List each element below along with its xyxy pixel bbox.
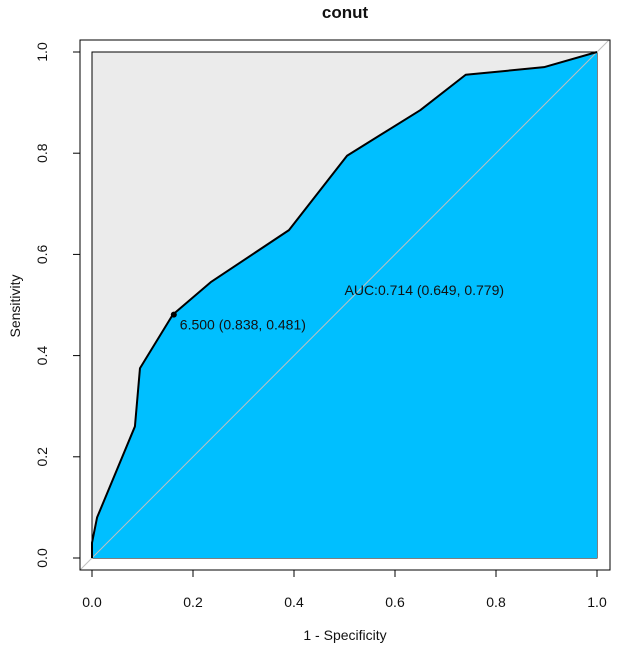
x-tick-label: 0.0 (82, 594, 102, 610)
plot-area: 0.0 0.2 0.4 0.6 0.8 1.0 0.0 0.2 0.4 0.6 0.8 1.0 (34, 39, 611, 610)
y-tick-label: 0.0 (34, 548, 50, 568)
y-tick-label: 0.6 (34, 244, 50, 264)
diagonal-reference-line (79, 39, 610, 571)
auc-label: AUC:0.714 (0.649, 0.779) (345, 282, 505, 298)
y-tick-label: 0.2 (34, 447, 50, 467)
x-tick-label: 0.2 (183, 594, 203, 610)
threshold-label: 6.500 (0.838, 0.481) (180, 317, 306, 333)
x-tick-label: 0.4 (284, 594, 304, 610)
x-tick-label: 0.6 (385, 594, 405, 610)
chart-title: conut (322, 3, 369, 22)
x-axis-label: 1 - Specificity (303, 627, 386, 643)
y-axis-label: Sensitivity (7, 274, 23, 337)
threshold-point-marker (170, 311, 177, 318)
y-tick-label: 0.4 (34, 346, 50, 366)
x-tick-label: 0.8 (486, 594, 506, 610)
y-tick-label: 0.8 (34, 143, 50, 163)
roc-curve-line (91, 51, 598, 558)
plot-frame (79, 39, 611, 571)
y-tick-label: 1.0 (34, 42, 50, 62)
x-tick-label: 1.0 (587, 594, 607, 610)
